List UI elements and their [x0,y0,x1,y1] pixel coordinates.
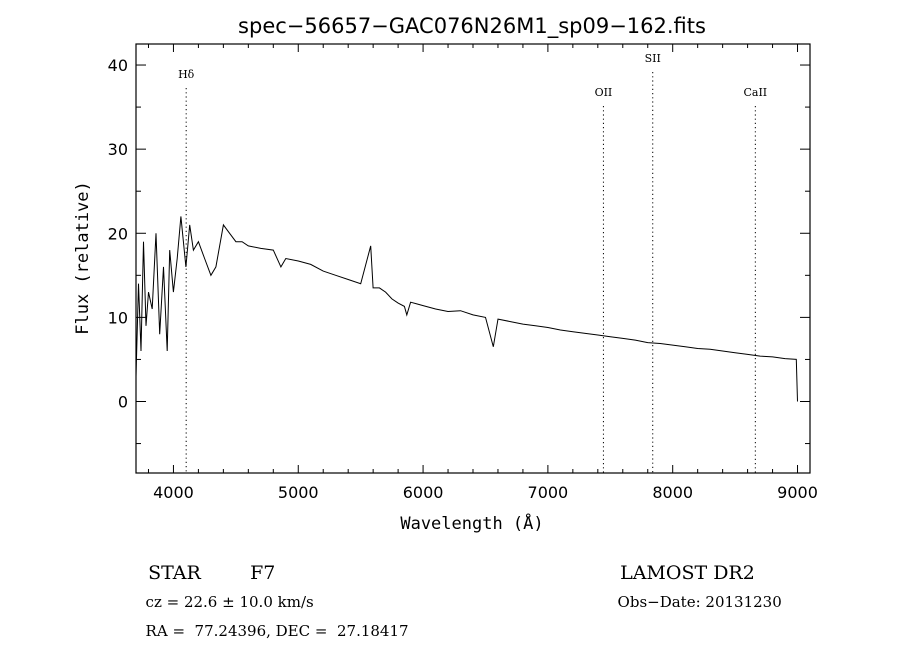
x-tick-label: 8000 [652,483,693,502]
redshift-value: cz = 22.6 ± 10.0 km/s [145,593,314,611]
redshift: cz = 22.6 ± 10.0 km/s [136,575,314,611]
y-tick-label: 20 [108,224,128,243]
obs-date-value: Obs−Date: 20131230 [617,593,782,611]
x-tick-label: 7000 [528,483,569,502]
subclass-value: F7 [250,562,276,584]
coordinates-value: RA = 77.24396, DEC = 27.18417 [145,622,409,640]
marker-label: CaII [743,86,767,99]
y-tick-label: 40 [108,56,128,75]
object-class: STAR [136,540,201,584]
x-tick-label: 6000 [403,483,444,502]
y-tick-label: 0 [118,393,128,412]
x-axis-label: Wavelength (Å) [400,512,543,534]
coordinates: RA = 77.24396, DEC = 27.18417 [136,604,409,640]
y-axis: 0 10 20 30 40 [108,56,810,445]
object-class-value: STAR [148,562,201,584]
marker-label: OII [595,86,613,99]
spectrum-line [135,216,798,402]
x-tick-label: 4000 [153,483,194,502]
survey-value: LAMOST DR2 [620,562,755,584]
y-tick-label: 10 [108,308,128,327]
survey-label: LAMOST DR2 [608,540,755,584]
plot-frame [135,43,811,474]
plot-area [135,43,811,474]
subclass: F7 [238,540,275,584]
obs-date: Obs−Date: 20131230 [608,575,782,611]
line-markers: Hδ OII SII CaII [178,52,767,473]
x-tick-label: 5000 [278,483,319,502]
marker-label: SII [645,52,661,65]
y-tick-label: 30 [108,140,128,159]
y-axis-label: Flux (relative) [73,181,93,335]
marker-label: Hδ [178,68,195,81]
x-axis: 4000 5000 6000 7000 8000 9000 [147,44,818,502]
x-tick-label: 9000 [777,483,818,502]
chart-title: spec−56657−GAC076N26M1_sp09−162.fits [238,14,706,39]
